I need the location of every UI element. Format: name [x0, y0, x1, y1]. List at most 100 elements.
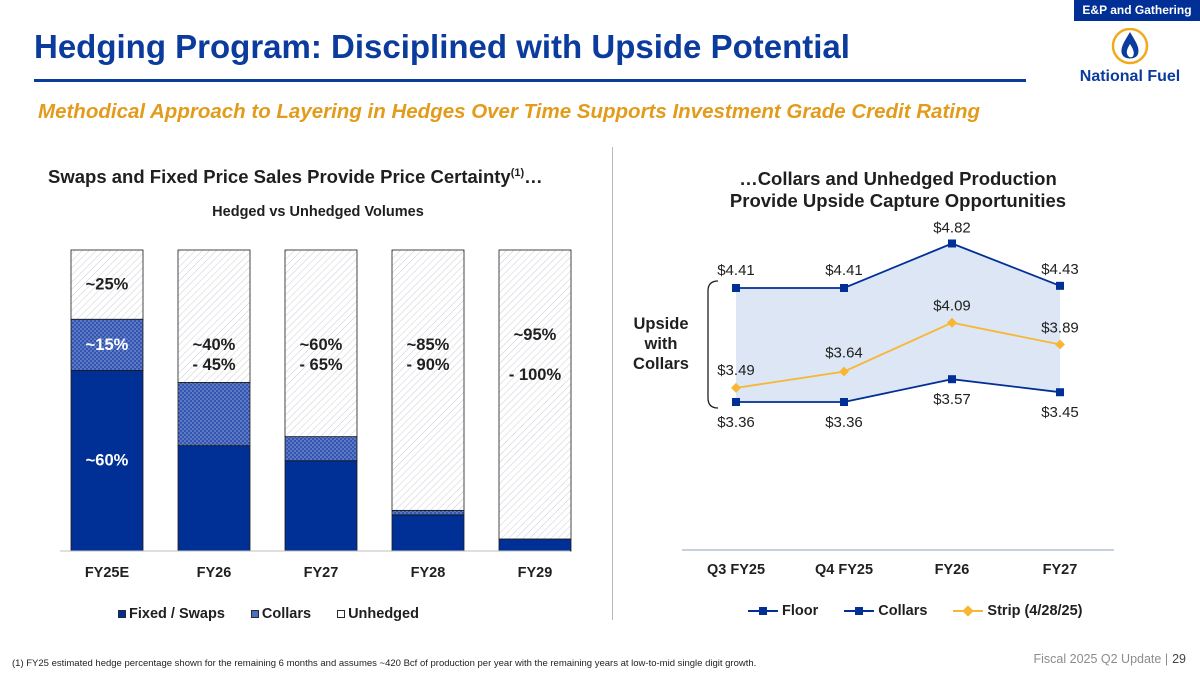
floor-point-0: [732, 398, 740, 406]
strip-point-0: [731, 382, 741, 393]
collars-label-1: $4.41: [825, 262, 863, 279]
collars-point-1: [840, 284, 848, 292]
x-tick-fy25e: FY25E: [85, 565, 130, 581]
data-label-fy28-unhedged-1: - 90%: [406, 356, 449, 374]
line-x-tick-q4-fy25: Q4 FY25: [815, 562, 873, 578]
price-line-chart: $4.41 $4.41 $4.82 $4.43 $3.49 $3.64 $4.09 $3.89…: [682, 219, 1114, 578]
bar-unhedged-fy28: [391, 249, 465, 511]
panel-divider: [612, 147, 613, 620]
subtitle: Methodical Approach to Layering in Hedge…: [38, 100, 981, 123]
strip-label-1: $3.64: [825, 345, 863, 362]
bar-unhedged-fy29: [498, 249, 572, 540]
collars-point-2: [948, 239, 956, 248]
strip-label-2: $4.09: [933, 298, 971, 315]
hedged-volumes-bar-chart: FY25E FY26 FY27 FY28 FY29 ~25% ~15% ~60% ~40% - 4…: [60, 249, 572, 581]
right-heading-line-2: Provide Upside Capture Opportunities: [729, 190, 1067, 211]
bar-chart-legend: Fixed / Swaps Collars Unhedged: [118, 606, 445, 622]
line-x-tick-fy26: FY26: [935, 562, 970, 578]
floor-label-3: $3.45: [1041, 404, 1079, 421]
x-tick-fy26: FY26: [197, 565, 232, 581]
left-panel-heading: Swaps and Fixed Price Sales Provide Pric…: [48, 166, 543, 188]
bar-collars-fy26: [177, 382, 251, 447]
bar-unhedged-fy25e: [70, 249, 144, 320]
x-tick-fy27: FY27: [304, 565, 339, 581]
section-tag: E&P and Gathering: [1074, 0, 1200, 21]
upside-bracket: [707, 280, 719, 409]
bar-collars-fy27: [284, 436, 358, 462]
floor-line: [736, 378, 1061, 403]
data-label-fy29-unhedged-2: - 100%: [509, 366, 562, 384]
right-panel-heading: …Collars and Unhedged Production Provide…: [680, 168, 1116, 212]
line-x-tick-q3-fy25: Q3 FY25: [707, 562, 765, 578]
floor-label-2: $3.57: [933, 391, 971, 408]
upside-with-collars-label: Upside with Collars: [622, 314, 700, 374]
collars-label-2: $4.82: [933, 219, 971, 236]
collar-band-area: [736, 243, 1060, 402]
line-x-tick-fy27: FY27: [1043, 562, 1078, 578]
x-tick-fy28: FY28: [411, 565, 446, 581]
footer-separator: |: [1164, 652, 1169, 666]
logo-wordmark: National Fuel: [1079, 68, 1181, 85]
strip-point-1: [839, 366, 849, 377]
bar-collars-fy28: [391, 509, 465, 516]
footer: Fiscal 2025 Q2 Update | 29: [1034, 652, 1187, 666]
legend-label-strip: Strip (4/28/25): [987, 603, 1083, 619]
upside-label-line-2: with: [644, 335, 678, 353]
legend-fixed-swaps: Fixed / Swaps: [118, 606, 225, 622]
legend-label-collars: Collars: [261, 606, 312, 622]
legend-swatch-collars-line: [844, 606, 875, 616]
legend-swatch-unhedged: [337, 610, 346, 618]
floor-label-0: $3.36: [717, 414, 755, 431]
upside-label-line-1: Upside: [633, 315, 689, 333]
data-label-fy25e-unhedged-0: ~25%: [86, 276, 129, 294]
bar-collars-fy25e: [70, 318, 144, 371]
collars-point-3: [1056, 281, 1064, 290]
strip-point-3: [1055, 339, 1065, 350]
data-label-fy26-unhedged-1: - 45%: [192, 356, 235, 374]
collars-line: [736, 242, 1061, 289]
floor-point-3: [1056, 388, 1064, 397]
strip-label-3: $3.89: [1041, 319, 1079, 336]
title-underline: [34, 79, 1026, 82]
legend-floor: Floor: [748, 603, 818, 619]
left-heading-ellipsis: …: [524, 166, 543, 187]
national-fuel-logo: National Fuel: [1072, 27, 1188, 90]
legend-unhedged: Unhedged: [337, 606, 419, 622]
collars-label-0: $4.41: [717, 262, 755, 279]
legend-label-collars-line: Collars: [878, 603, 928, 619]
right-heading-line-1: …Collars and Unhedged Production: [739, 168, 1057, 189]
bar-fixed-swaps-fy28: [391, 514, 465, 552]
floor-point-2: [948, 375, 956, 384]
legend-swatch-fixed: [118, 610, 126, 618]
data-label-fy25e-fixed-swaps-0: ~60%: [86, 452, 129, 470]
bar-unhedged-fy27: [284, 249, 358, 438]
footnote-marker: (1): [510, 166, 525, 179]
floor-label-1: $3.36: [825, 414, 863, 431]
page-title: Hedging Program: Disciplined with Upside…: [34, 28, 850, 65]
legend-strip: Strip (4/28/25): [953, 603, 1083, 619]
data-label-fy27-unhedged-1: - 65%: [299, 356, 342, 374]
bar-fixed-swaps-fy27: [284, 460, 358, 552]
legend-label-floor: Floor: [782, 603, 819, 619]
flame-drop-icon: [1111, 27, 1149, 65]
upside-label-line-3: Collars: [633, 355, 689, 373]
strip-label-0: $3.49: [717, 362, 755, 379]
data-label-fy29-unhedged-0: ~95%: [514, 326, 557, 344]
collars-point-0: [732, 284, 740, 292]
data-label-fy27-unhedged-0: ~60%: [300, 336, 343, 354]
line-chart-legend: Floor Collars Strip (4/28/25): [748, 603, 1109, 619]
strip-point-2: [947, 317, 957, 328]
bar-chart-title: Hedged vs Unhedged Volumes: [212, 204, 424, 220]
x-tick-fy29: FY29: [518, 565, 553, 581]
legend-label-unhedged: Unhedged: [348, 606, 419, 622]
legend-collars-line: Collars: [844, 603, 927, 619]
data-label-fy25e-collars-0: ~15%: [86, 336, 129, 354]
legend-swatch-strip: [953, 605, 984, 617]
legend-swatch-collars: [250, 610, 259, 618]
legend-collars: Collars: [250, 606, 312, 622]
footer-text: Fiscal 2025 Q2 Update: [1033, 652, 1162, 666]
bar-fixed-swaps-fy26: [177, 445, 251, 552]
data-label-fy28-unhedged-0: ~85%: [407, 336, 450, 354]
legend-label-fixed: Fixed / Swaps: [129, 606, 225, 622]
legend-swatch-floor: [748, 606, 778, 616]
